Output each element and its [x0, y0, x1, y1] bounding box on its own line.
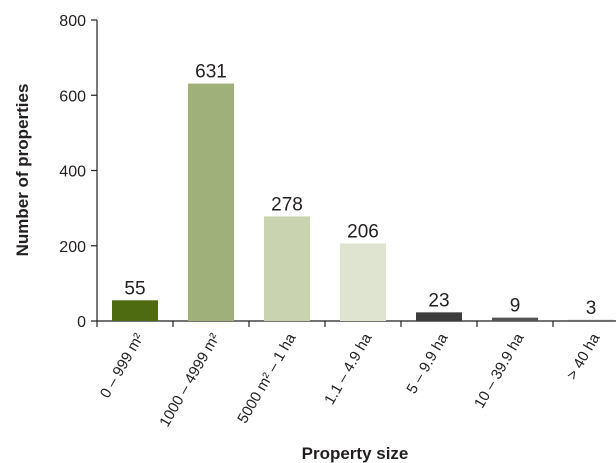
x-axis-title: Property size [302, 444, 409, 463]
y-tick-label: 800 [59, 13, 86, 30]
category-label: 1000 – 4999 m² [156, 331, 223, 431]
bar [264, 216, 310, 321]
y-axis-title: Number of properties [13, 84, 32, 257]
data-label: 206 [347, 221, 379, 242]
data-label: 55 [124, 278, 145, 299]
category-label: 5000 m² – 1 ha [234, 330, 300, 426]
y-axis: 0 200 400 600 800 [59, 13, 98, 331]
data-label: 631 [195, 62, 227, 83]
bar [416, 312, 462, 321]
category-label: 10 – 39.9 ha [471, 330, 528, 411]
data-label: 9 [510, 296, 521, 317]
bar [112, 300, 158, 321]
bar [492, 317, 538, 321]
bar [568, 319, 614, 321]
bar [340, 243, 386, 321]
category-label: 1.1 – 4.9 ha [321, 330, 376, 408]
x-axis [96, 320, 616, 327]
bar [188, 83, 234, 322]
bars [112, 83, 614, 322]
category-label: 0 – 999 m² [97, 331, 148, 402]
data-label: 23 [428, 290, 449, 311]
y-tick-label: 200 [59, 239, 86, 256]
data-label: 3 [586, 298, 597, 319]
category-label: > 40 ha [564, 330, 604, 383]
data-label: 278 [271, 194, 303, 215]
y-tick-label: 600 [59, 88, 86, 105]
y-tick-label: 0 [77, 314, 86, 331]
category-label: 5 – 9.9 ha [403, 330, 451, 397]
data-labels: 55 631 278 206 23 9 3 [124, 62, 596, 319]
category-labels: 0 – 999 m² 1000 – 4999 m² 5000 m² – 1 ha 1.… [97, 330, 604, 430]
y-tick-label: 400 [59, 164, 86, 181]
